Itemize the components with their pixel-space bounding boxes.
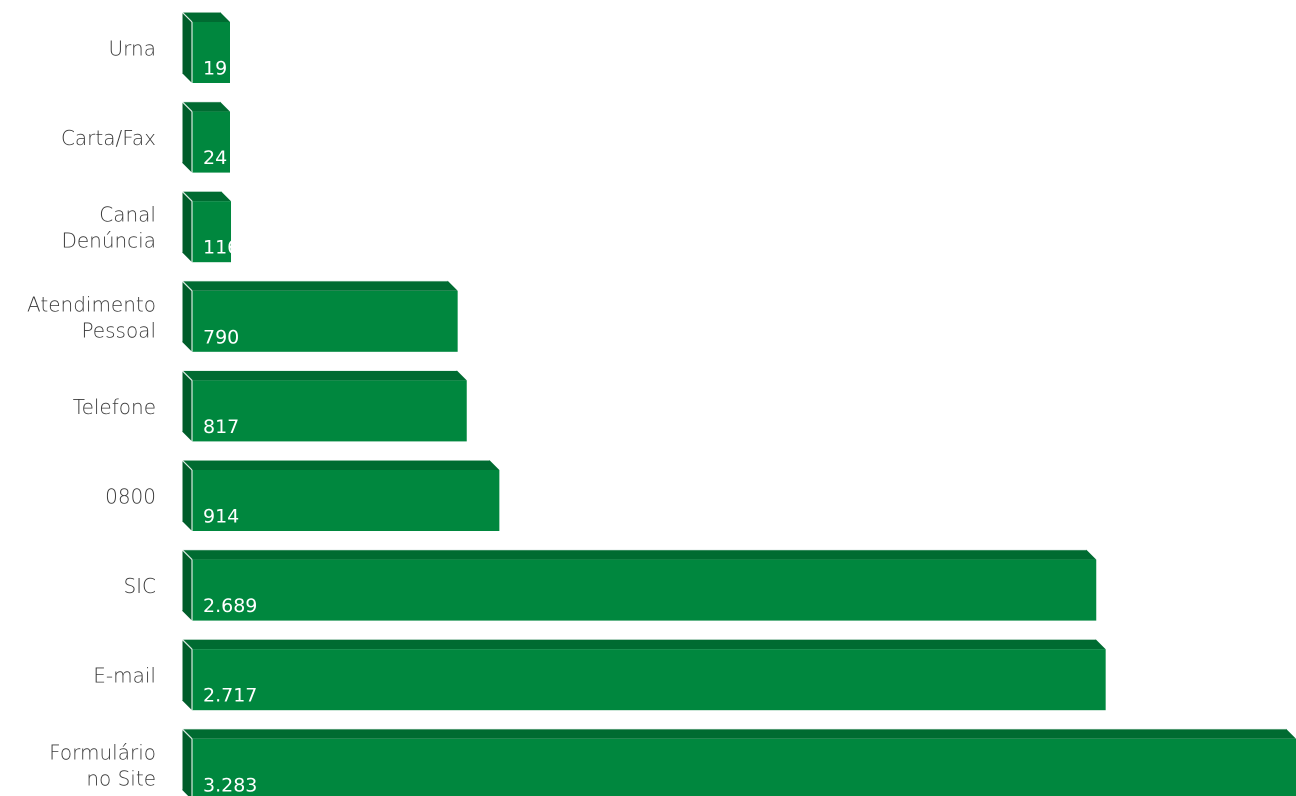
category-label: Pessoal (81, 318, 156, 342)
category-label: Denúncia (61, 229, 156, 253)
bar-side (182, 549, 192, 621)
bar (192, 22, 230, 83)
bar-side (182, 728, 192, 796)
bar (192, 559, 1097, 621)
bar-group (181, 100, 230, 173)
bar (192, 738, 1296, 796)
value-label: 19 (203, 58, 227, 80)
bar-top (182, 460, 500, 470)
category-label: Telefone (73, 395, 156, 419)
bar-group (181, 190, 232, 263)
category-label: Formulário (49, 740, 156, 764)
bar-top (182, 549, 1097, 560)
bar-edge-highlight (181, 369, 193, 381)
bar-edge-highlight (181, 459, 193, 471)
category-label: SIC (123, 574, 156, 598)
bar-group (181, 369, 467, 442)
category-label: Canal (99, 203, 156, 227)
value-label: 3.283 (203, 774, 257, 796)
bar-edge-highlight (181, 638, 193, 650)
bar-group (181, 638, 1106, 711)
bar-top (182, 191, 232, 202)
value-label: 116 (203, 237, 239, 259)
value-label: 24 (203, 147, 227, 169)
bar (192, 649, 1106, 711)
bar-side (182, 12, 192, 83)
category-label: Carta/Fax (61, 126, 156, 150)
category-label: Urna (109, 37, 156, 61)
bar-top (182, 370, 467, 381)
bar-side (182, 101, 192, 173)
bar-top (182, 639, 1106, 650)
bar-top (182, 280, 458, 291)
bar-side (182, 191, 192, 263)
bar-top (182, 101, 230, 112)
bar-edge-highlight (181, 280, 193, 292)
bar-group (181, 548, 1097, 621)
bar-edge-highlight (181, 101, 193, 113)
value-label: 2.689 (203, 595, 257, 617)
category-label: Atendimento (27, 292, 156, 316)
value-label: 790 (203, 326, 239, 348)
bar (192, 290, 458, 352)
bar-top (182, 12, 230, 22)
bar-edge-highlight (181, 728, 193, 740)
bar-edge-highlight (181, 190, 193, 202)
bar-side (182, 460, 192, 531)
bar-side (182, 370, 192, 442)
bar (192, 201, 232, 263)
category-label: E-mail (93, 664, 156, 688)
bar-group (181, 11, 230, 83)
category-label: 0800 (105, 485, 156, 509)
bar-group (181, 459, 500, 531)
bar-group (181, 728, 1296, 796)
category-label: no Site (86, 766, 156, 790)
bar-top (182, 728, 1296, 739)
bar-side (182, 639, 192, 711)
bar (192, 111, 230, 173)
value-label: 914 (203, 506, 239, 528)
bar-edge-highlight (181, 11, 193, 23)
value-label: 2.717 (203, 685, 257, 707)
bar (192, 470, 500, 531)
bar-edge-highlight (181, 549, 193, 561)
bar (192, 380, 467, 442)
value-label: 817 (203, 416, 239, 438)
bar-side (182, 280, 192, 352)
bar-group (181, 280, 458, 352)
